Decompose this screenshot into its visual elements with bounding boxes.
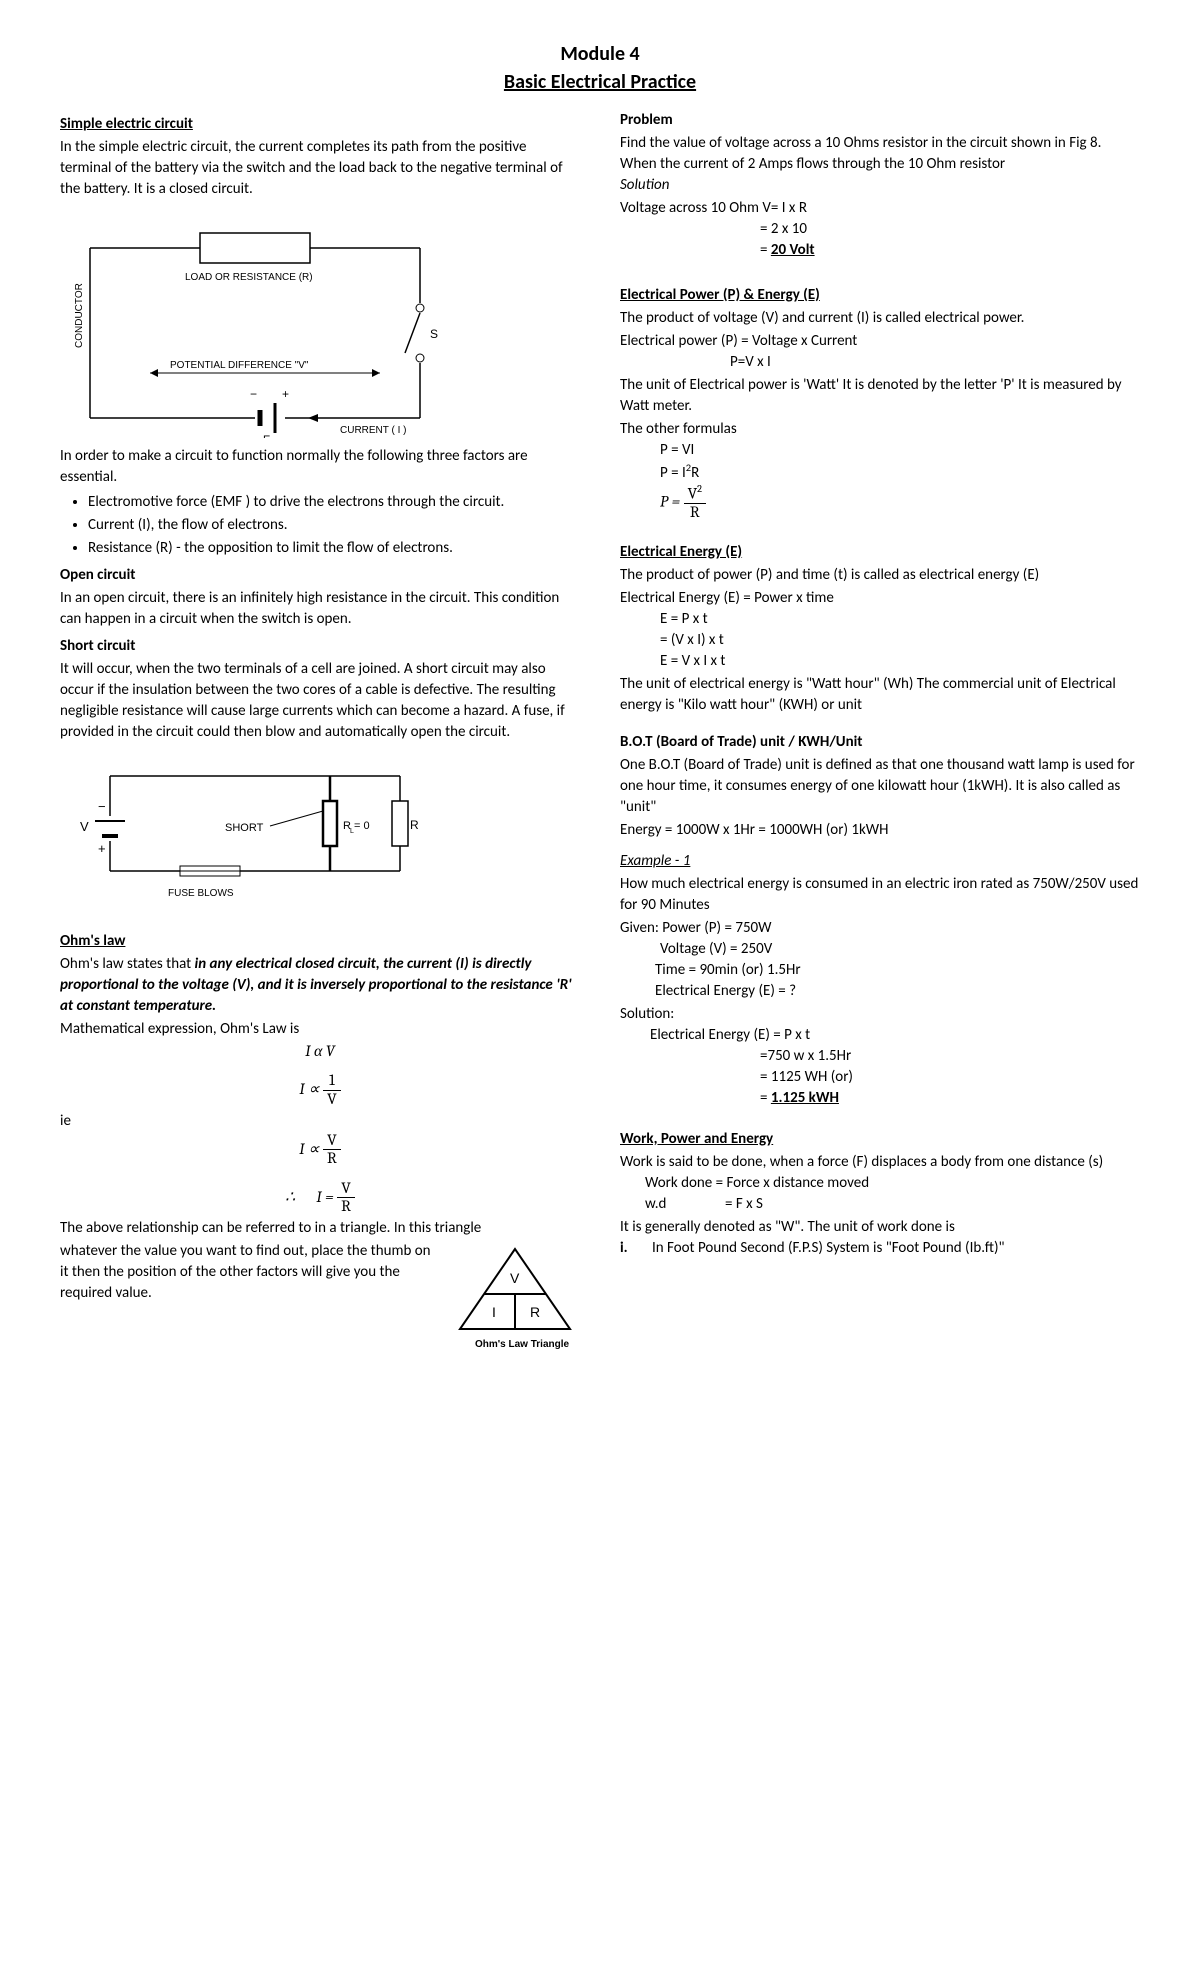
ohms-triangle-diagram: V I R Ohm's Law Triangle: [450, 1239, 580, 1361]
open-circuit-heading: Open circuit: [60, 565, 580, 586]
example-1-heading: Example - 1: [620, 851, 1140, 872]
energy-eq2: E = P x t: [660, 609, 1140, 630]
ex1-given2: Voltage (V) = 250V: [660, 939, 1140, 960]
svg-text:L: L: [350, 828, 354, 835]
power-f2: P = I2R: [660, 461, 1140, 484]
power-heading: Electrical Power (P) & Energy (E): [620, 285, 1140, 306]
work-heading: Work, Power and Energy: [620, 1129, 1140, 1150]
ex1-given3: Time = 90min (or) 1.5Hr: [655, 960, 1140, 981]
list-item: i. In Foot Pound Second (F.P.S) System i…: [620, 1238, 1140, 1259]
power-f1: P = VI: [660, 440, 1140, 461]
ie-label: ie: [60, 1111, 580, 1132]
simple-circuit-heading: Simple electric circuit: [60, 114, 580, 135]
simple-circuit-diagram: LOAD OR RESISTANCE (R) CONDUCTOR S POTEN…: [60, 208, 580, 438]
ex1-s3: = 1125 WH (or): [760, 1067, 1140, 1088]
switch-label: S: [430, 327, 438, 341]
ohms-law-statement: Ohm's law states that in any electrical …: [60, 954, 580, 1017]
energy-eq1: Electrical Energy (E) = Power x time: [620, 588, 1140, 609]
module-title: Module 4: [60, 40, 1140, 68]
solution-label: Solution: [620, 175, 1140, 196]
ex1-question: How much electrical energy is consumed i…: [620, 874, 1140, 916]
work-eq1: Work done = Force x distance moved: [645, 1173, 1140, 1194]
ex1-given1: Given: Power (P) = 750W: [620, 918, 1140, 939]
work-eq2: w.d= F x S: [645, 1194, 1140, 1215]
module-subtitle: Basic Electrical Practice: [60, 68, 1140, 96]
svg-text:V: V: [510, 1270, 520, 1286]
ex1-s4: = 1.125 kWH: [760, 1088, 1140, 1109]
fuse-label: FUSE BLOWS: [168, 888, 234, 899]
content-columns: Simple electric circuit In the simple el…: [60, 104, 1140, 1361]
ohm-eq-1: I α V: [60, 1040, 580, 1062]
sol-line1: Voltage across 10 Ohm V= I x R: [620, 198, 1140, 219]
load-label: LOAD OR RESISTANCE (R): [185, 272, 313, 283]
list-item: Electromotive force (EMF ) to drive the …: [88, 492, 580, 513]
open-circuit-para: In an open circuit, there is an infinite…: [60, 588, 580, 630]
svg-text:+: +: [98, 841, 106, 856]
bot-heading: B.O.T (Board of Trade) unit / KWH/Unit: [620, 732, 1140, 753]
factors-intro: In order to make a circuit to function n…: [60, 446, 580, 488]
ex1-solution-label: Solution:: [620, 1004, 1140, 1025]
list-item: Current (I), the flow of electrons.: [88, 515, 580, 536]
current-label: CURRENT ( I ): [340, 425, 406, 436]
sol-line2: = 2 x 10: [760, 219, 1140, 240]
power-para2: The unit of Electrical power is 'Watt' I…: [620, 375, 1140, 417]
ex1-s1: Electrical Energy (E) = P x t: [650, 1025, 1140, 1046]
svg-text:+: +: [282, 387, 289, 401]
work-para2: It is generally denoted as "W". The unit…: [620, 1217, 1140, 1238]
energy-eq4: E = V x I x t: [660, 651, 1140, 672]
ohm-eq-2: I ∝ 1V: [60, 1072, 580, 1108]
energy-heading: Electrical Energy (E): [620, 542, 1140, 563]
sol-line3: = 20 Volt: [760, 240, 1140, 261]
ohm-eq-3: I ∝ VR: [60, 1132, 580, 1168]
left-column: Simple electric circuit In the simple el…: [60, 104, 580, 1361]
r-label: R: [410, 818, 419, 832]
power-f3: P = V2R: [660, 484, 1140, 522]
bot-para: One B.O.T (Board of Trade) unit is defin…: [620, 755, 1140, 818]
energy-eq3: = (V x I) x t: [660, 630, 1140, 651]
svg-text:−: −: [250, 387, 257, 401]
svg-text:I: I: [492, 1304, 496, 1320]
ex1-given4: Electrical Energy (E) = ?: [655, 981, 1140, 1002]
svg-text:R = 0: R = 0: [343, 820, 370, 832]
problem-heading: Problem: [620, 110, 1140, 131]
work-roman-list: i. In Foot Pound Second (F.P.S) System i…: [620, 1238, 1140, 1259]
problem-text: Find the value of voltage across a 10 Oh…: [620, 133, 1140, 175]
ohm-eq-4: ∴ I = VR: [60, 1180, 580, 1216]
bot-eq: Energy = 1000W x 1Hr = 1000WH (or) 1kWH: [620, 820, 1140, 841]
list-item: Resistance (R) - the opposition to limit…: [88, 538, 580, 559]
v-label: V: [80, 819, 89, 834]
energy-para1: The product of power (P) and time (t) is…: [620, 565, 1140, 586]
power-para1: The product of voltage (V) and current (…: [620, 308, 1140, 329]
ohms-law-heading: Ohm's law: [60, 931, 580, 952]
energy-para2: The unit of electrical energy is "Watt h…: [620, 674, 1140, 716]
right-column: Problem Find the value of voltage across…: [620, 104, 1140, 1361]
svg-text:R: R: [530, 1304, 540, 1320]
work-para1: Work is said to be done, when a force (F…: [620, 1152, 1140, 1173]
power-eq2: P=V x I: [730, 352, 1140, 373]
short-circuit-para: It will occur, when the two terminals of…: [60, 659, 580, 743]
power-para3: The other formulas: [620, 419, 1140, 440]
factors-list: Electromotive force (EMF ) to drive the …: [88, 492, 580, 559]
svg-text:−: −: [98, 799, 106, 814]
short-label: SHORT: [225, 822, 264, 834]
ex1-s2: =750 w x 1.5Hr: [760, 1046, 1140, 1067]
short-circuit-diagram: V − + SHORT R = 0 L R FUSE BLOWS: [60, 751, 580, 921]
simple-circuit-para: In the simple electric circuit, the curr…: [60, 137, 580, 200]
triangle-para1: The above relationship can be referred t…: [60, 1218, 580, 1239]
ohms-math-intro: Mathematical expression, Ohm's Law is: [60, 1019, 580, 1040]
power-eq1: Electrical power (P) = Voltage x Current: [620, 331, 1140, 352]
short-circuit-heading: Short circuit: [60, 636, 580, 657]
svg-text:Ohm's Law Triangle: Ohm's Law Triangle: [475, 1339, 570, 1350]
emf-label: E: [263, 434, 270, 438]
conductor-label: CONDUCTOR: [74, 283, 85, 348]
pd-label: POTENTIAL DIFFERENCE "V": [170, 360, 309, 371]
